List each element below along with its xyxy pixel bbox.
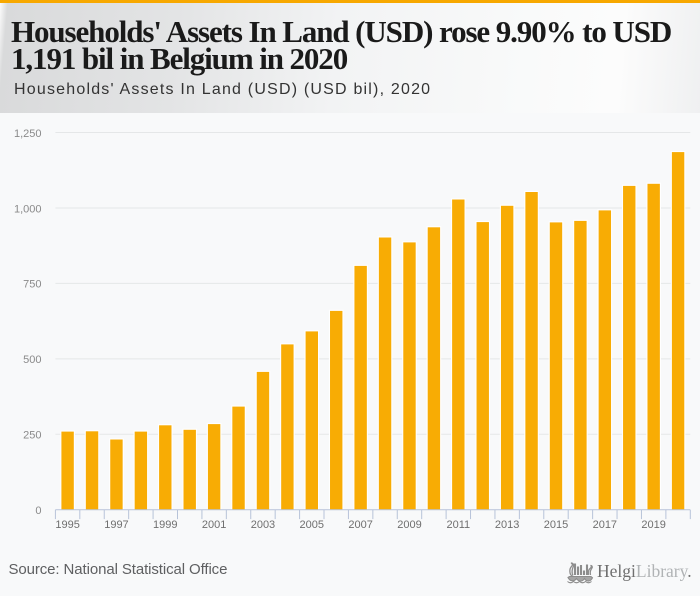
svg-text:2015: 2015 bbox=[544, 519, 568, 531]
svg-text:1995: 1995 bbox=[55, 519, 79, 531]
svg-text:1997: 1997 bbox=[104, 519, 128, 531]
svg-text:HelgiLibrary.: HelgiLibrary. bbox=[597, 561, 692, 581]
svg-text:2007: 2007 bbox=[348, 519, 372, 531]
svg-text:2009: 2009 bbox=[397, 519, 421, 531]
svg-text:2003: 2003 bbox=[251, 519, 275, 531]
svg-text:0: 0 bbox=[35, 505, 41, 517]
svg-text:2019: 2019 bbox=[641, 519, 665, 531]
svg-text:1,000: 1,000 bbox=[14, 203, 42, 215]
svg-text:2011: 2011 bbox=[446, 519, 470, 531]
svg-text:750: 750 bbox=[23, 279, 41, 291]
svg-text:250: 250 bbox=[23, 430, 41, 442]
svg-text:1999: 1999 bbox=[153, 519, 177, 531]
svg-text:2013: 2013 bbox=[495, 519, 519, 531]
svg-text:1,250: 1,250 bbox=[14, 128, 42, 140]
svg-text:2001: 2001 bbox=[202, 519, 226, 531]
svg-text:2005: 2005 bbox=[300, 519, 324, 531]
svg-text:2017: 2017 bbox=[593, 519, 617, 531]
svg-text:500: 500 bbox=[23, 354, 41, 366]
